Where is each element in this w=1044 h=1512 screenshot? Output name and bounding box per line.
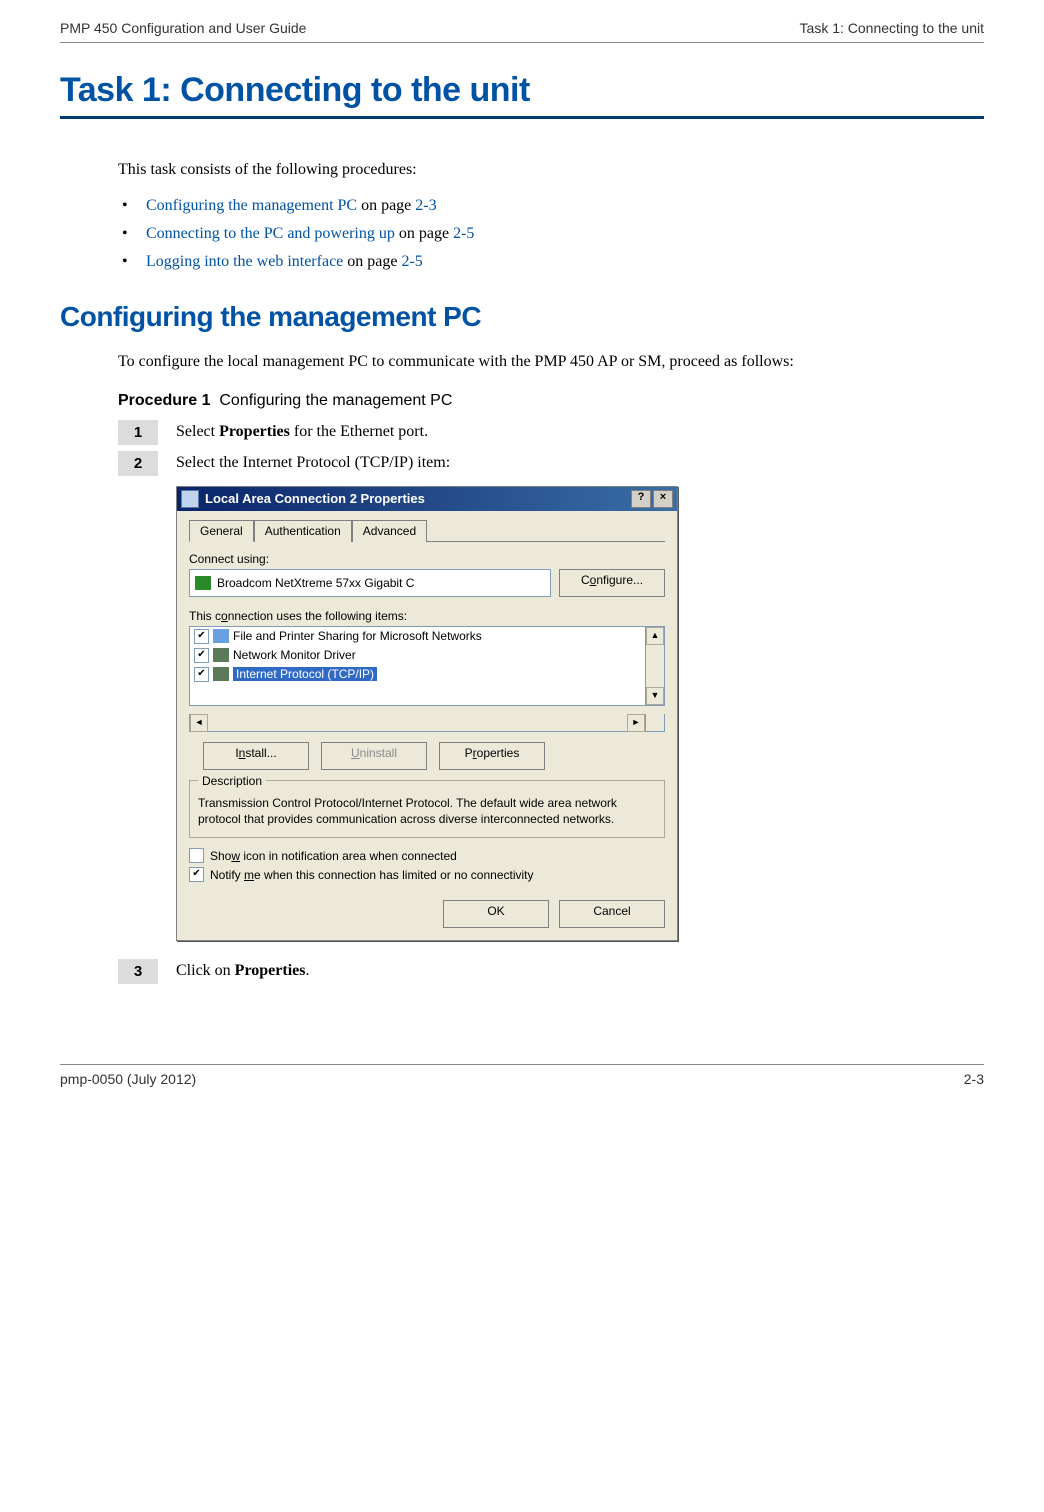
page-title: Task 1: Connecting to the unit (60, 71, 984, 110)
scroll-corner (646, 714, 665, 732)
dialog-body: General Authentication Advanced Connect … (177, 511, 677, 940)
page-ref[interactable]: 2-5 (453, 225, 474, 242)
uninstall-button[interactable]: Uninstall (321, 742, 427, 770)
notify-label: Notify me when this connection has limit… (210, 868, 534, 882)
show-icon-option[interactable]: Show icon in notification area when conn… (189, 848, 665, 863)
list-item-label: Internet Protocol (TCP/IP) (233, 667, 377, 681)
step-text-pre: Click on (176, 962, 235, 979)
tab-authentication[interactable]: Authentication (254, 520, 352, 542)
nic-icon (195, 576, 211, 590)
properties-button[interactable]: Properties (439, 742, 545, 770)
protocol-icon (213, 648, 229, 662)
list-item[interactable]: ✔ File and Printer Sharing for Microsoft… (190, 627, 645, 646)
list-item-label: Network Monitor Driver (233, 648, 356, 662)
step-text-post: for the Ethernet port. (290, 423, 428, 440)
adapter-name: Broadcom NetXtreme 57xx Gigabit C (217, 576, 414, 590)
scroll-down-icon[interactable]: ▼ (646, 687, 664, 705)
horizontal-scrollbar[interactable]: ◄ ► (189, 714, 646, 732)
list-item: Configuring the management PC on page 2-… (118, 197, 984, 215)
protocol-icon (213, 667, 229, 681)
link-configuring-pc[interactable]: Configuring the management PC (146, 197, 357, 214)
scroll-left-icon[interactable]: ◄ (190, 714, 208, 732)
tab-general[interactable]: General (189, 520, 254, 542)
dialog-screenshot: Local Area Connection 2 Properties ? × G… (176, 486, 696, 941)
step-text-bold: Properties (235, 962, 306, 979)
description-fieldset: Description Transmission Control Protoco… (189, 780, 665, 838)
title-rule (60, 116, 984, 119)
list-item[interactable]: ✔ Network Monitor Driver (190, 646, 645, 665)
footer-right: 2-3 (964, 1071, 984, 1087)
step-number: 3 (118, 959, 158, 984)
list-text: on page (395, 225, 453, 242)
step-3: 3 Click on Properties. (118, 959, 984, 984)
description-text: Transmission Control Protocol/Internet P… (198, 795, 656, 827)
connection-icon (181, 490, 199, 508)
notify-option[interactable]: ✔ Notify me when this connection has lim… (189, 867, 665, 882)
properties-dialog: Local Area Connection 2 Properties ? × G… (176, 486, 678, 941)
step-text-pre: Select (176, 423, 219, 440)
list-text: on page (343, 253, 401, 270)
link-connecting-pc[interactable]: Connecting to the PC and powering up (146, 225, 395, 242)
dialog-title: Local Area Connection 2 Properties (205, 491, 425, 506)
procedure-label: Procedure 1 (118, 392, 210, 409)
service-icon (213, 629, 229, 643)
step-number: 2 (118, 451, 158, 476)
scroll-up-icon[interactable]: ▲ (646, 627, 664, 645)
install-button[interactable]: Install... (203, 742, 309, 770)
header-right: Task 1: Connecting to the unit (800, 20, 984, 36)
tab-strip: General Authentication Advanced (189, 519, 665, 542)
connect-using-label: Connect using: (189, 552, 665, 566)
link-logging-in[interactable]: Logging into the web interface (146, 253, 343, 270)
step-text-post: . (305, 962, 309, 979)
scroll-right-icon[interactable]: ► (627, 714, 645, 732)
list-item-label: File and Printer Sharing for Microsoft N… (233, 629, 482, 643)
section-heading: Configuring the management PC (60, 301, 984, 333)
items-label: This connection uses the following items… (189, 609, 665, 623)
configure-button[interactable]: Configure... (559, 569, 665, 597)
close-button[interactable]: × (653, 490, 673, 508)
ok-button[interactable]: OK (443, 900, 549, 928)
checkbox-icon[interactable]: ✔ (194, 648, 209, 663)
adapter-field[interactable]: Broadcom NetXtreme 57xx Gigabit C (189, 569, 551, 597)
step-1: 1 Select Properties for the Ethernet por… (118, 420, 984, 445)
cancel-button[interactable]: Cancel (559, 900, 665, 928)
list-item-selected[interactable]: ✔ Internet Protocol (TCP/IP) (190, 665, 645, 684)
header-left: PMP 450 Configuration and User Guide (60, 20, 306, 36)
page-ref[interactable]: 2-3 (415, 197, 436, 214)
items-listbox[interactable]: ✔ File and Printer Sharing for Microsoft… (189, 626, 646, 706)
description-label: Description (198, 774, 266, 788)
dialog-footer: OK Cancel (189, 900, 665, 928)
step-number: 1 (118, 420, 158, 445)
page-ref[interactable]: 2-5 (401, 253, 422, 270)
list-item: Logging into the web interface on page 2… (118, 253, 984, 271)
tab-advanced[interactable]: Advanced (352, 520, 427, 542)
checkbox-icon[interactable] (189, 848, 204, 863)
procedure-heading: Procedure 1 Configuring the management P… (118, 392, 984, 410)
page-footer: pmp-0050 (July 2012) 2-3 (60, 1064, 984, 1087)
show-icon-label: Show icon in notification area when conn… (210, 849, 457, 863)
dialog-titlebar[interactable]: Local Area Connection 2 Properties ? × (177, 487, 677, 511)
step-text-bold: Properties (219, 423, 290, 440)
help-button[interactable]: ? (631, 490, 651, 508)
procedure-title: Configuring the management PC (219, 392, 452, 409)
section-body: To configure the local management PC to … (118, 351, 944, 373)
footer-left: pmp-0050 (July 2012) (60, 1071, 196, 1087)
checkbox-icon[interactable]: ✔ (194, 667, 209, 682)
checkbox-icon[interactable]: ✔ (194, 629, 209, 644)
step-2: 2 Select the Internet Protocol (TCP/IP) … (118, 451, 984, 476)
step-text: Click on Properties. (176, 959, 309, 980)
checkbox-icon[interactable]: ✔ (189, 867, 204, 882)
list-item: Connecting to the PC and powering up on … (118, 225, 984, 243)
step-text: Select Properties for the Ethernet port. (176, 420, 428, 441)
vertical-scrollbar[interactable]: ▲ ▼ (646, 626, 665, 706)
page-header: PMP 450 Configuration and User Guide Tas… (60, 20, 984, 43)
list-text: on page (357, 197, 415, 214)
items-listbox-wrap: ✔ File and Printer Sharing for Microsoft… (189, 626, 665, 706)
intro-text: This task consists of the following proc… (118, 159, 944, 181)
button-row: Install... Uninstall Properties (189, 742, 665, 770)
step-text: Select the Internet Protocol (TCP/IP) it… (176, 451, 450, 472)
procedure-list: Configuring the management PC on page 2-… (118, 197, 984, 271)
